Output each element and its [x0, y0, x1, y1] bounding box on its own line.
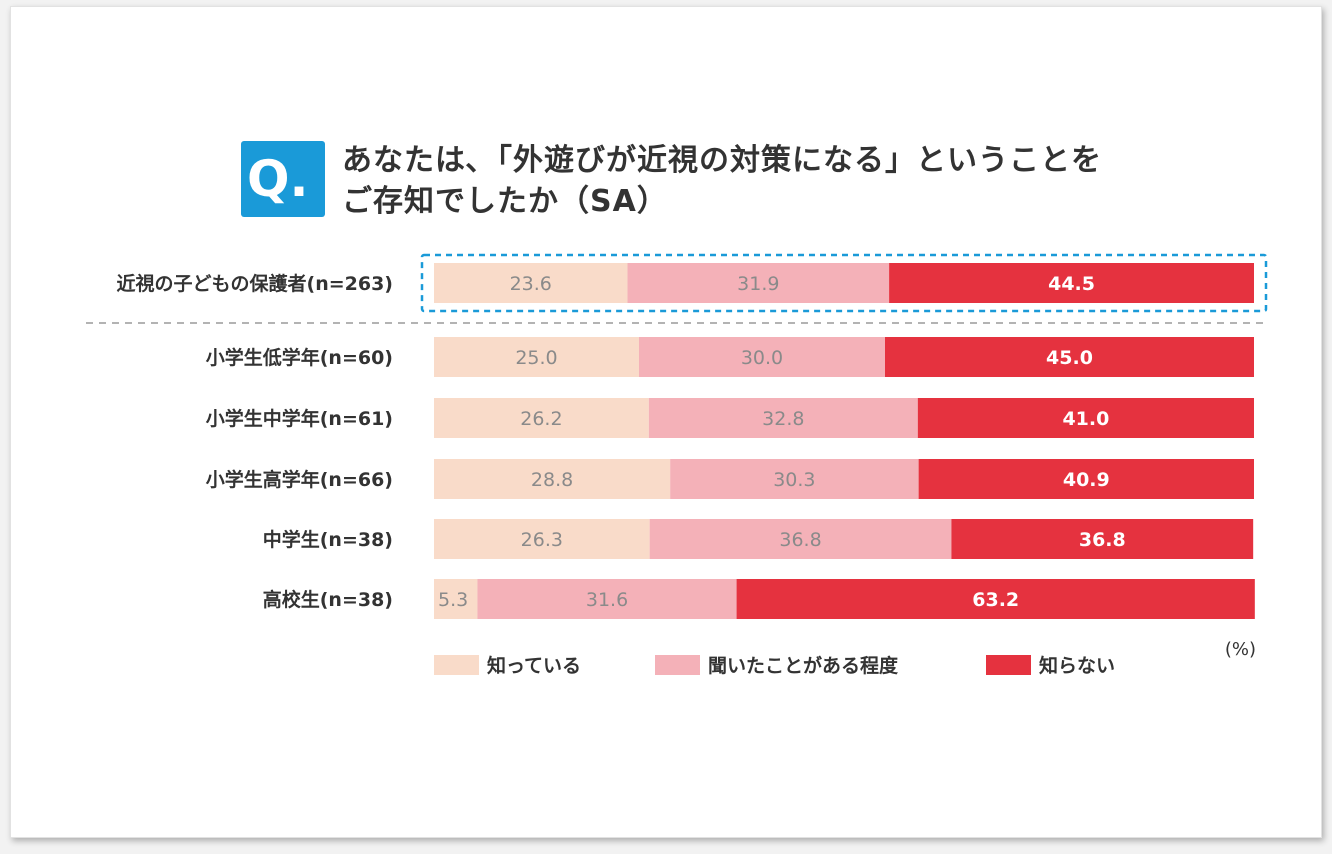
- question-title-line-2: ご存知でしたか（SA）: [342, 184, 668, 219]
- bar-segment: [434, 579, 478, 619]
- bar-segment: [918, 459, 1254, 499]
- legend-label: 聞いたことがある程度: [708, 654, 899, 677]
- data-label: 41.0: [1062, 408, 1109, 430]
- bar-segment: [649, 519, 952, 559]
- bar-segment: [648, 398, 918, 438]
- legend-swatch: [655, 655, 700, 675]
- question-title-line-1: あなたは､「外遊びが近視の対策になる」ということを: [342, 143, 1102, 178]
- bar-segment: [477, 579, 737, 619]
- bar-segment: [639, 337, 885, 377]
- row-label: 高校生(n=38): [263, 588, 393, 611]
- data-label: 63.2: [972, 589, 1019, 611]
- bar-segment: [951, 519, 1254, 559]
- bar-segment: [736, 579, 1255, 619]
- bar-segment: [885, 337, 1254, 377]
- bar-segment: [917, 398, 1254, 438]
- row-label: 小学生中学年(n=61): [206, 407, 393, 430]
- bar-segment: [434, 398, 649, 438]
- data-label: 32.8: [762, 408, 804, 430]
- bar-segment: [889, 263, 1254, 303]
- row-label: 近視の子どもの保護者(n=263): [117, 272, 393, 295]
- data-label: 45.0: [1046, 347, 1093, 369]
- unit-label: (%): [1225, 639, 1256, 660]
- bar-segment: [670, 459, 919, 499]
- legend-label: 知っている: [487, 654, 581, 677]
- data-label: 26.2: [520, 408, 562, 430]
- data-label: 44.5: [1048, 273, 1095, 295]
- data-label: 30.0: [741, 347, 783, 369]
- bar-segment: [627, 263, 890, 303]
- bar-segment: [434, 459, 671, 499]
- data-label: 5.3: [438, 589, 468, 611]
- bar-segment: [434, 263, 628, 303]
- legend-swatch: [434, 655, 479, 675]
- legend-label: 知らない: [1039, 654, 1115, 677]
- data-label: 36.8: [779, 529, 821, 551]
- data-label: 31.6: [586, 589, 628, 611]
- highlight-box: [420, 253, 1268, 313]
- data-label: 31.9: [737, 273, 779, 295]
- data-label: 26.3: [521, 529, 563, 551]
- row-label: 小学生高学年(n=66): [206, 468, 393, 491]
- question-title: あなたは､「外遊びが近視の対策になる」ということを ご存知でしたか（SA）: [342, 140, 1242, 222]
- bar-segment: [434, 337, 639, 377]
- data-label: 23.6: [510, 273, 552, 295]
- legend-swatch: [986, 655, 1031, 675]
- data-label: 36.8: [1079, 529, 1126, 551]
- bar-segment: [434, 519, 650, 559]
- data-label: 40.9: [1063, 469, 1110, 491]
- data-label: 30.3: [773, 469, 815, 491]
- row-label: 中学生(n=38): [263, 528, 393, 551]
- data-label: 25.0: [515, 347, 557, 369]
- data-label: 28.8: [531, 469, 573, 491]
- question-badge: Q.: [241, 141, 325, 217]
- row-label: 小学生低学年(n=60): [206, 346, 393, 369]
